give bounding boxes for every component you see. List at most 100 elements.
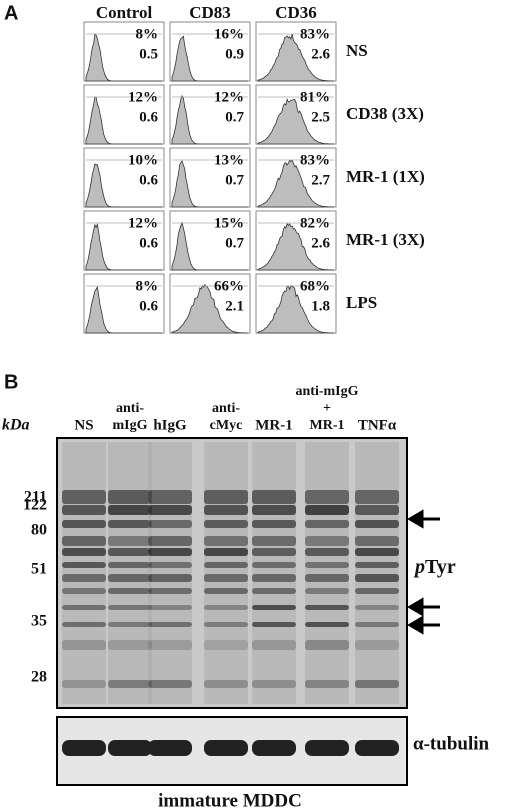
lane: [204, 442, 248, 704]
lane-label: MR-1: [255, 417, 293, 433]
percent-label: 12%: [128, 215, 158, 231]
percent-label: 16%: [214, 26, 244, 42]
tubulin-label: α-tubulin: [413, 733, 490, 754]
lane-label: NS: [74, 417, 93, 433]
band: [305, 680, 349, 688]
band: [108, 680, 152, 688]
value-label: 0.6: [139, 298, 158, 314]
column-header: Control: [96, 3, 153, 22]
band: [148, 640, 192, 650]
row-label: NS: [346, 41, 368, 60]
band: [62, 588, 106, 594]
band: [305, 605, 349, 610]
band: [204, 490, 248, 504]
value-label: 0.9: [225, 46, 244, 62]
arrows: [407, 509, 440, 635]
band: [204, 562, 248, 568]
value-label: 2.1: [225, 298, 244, 314]
column-header: CD36: [275, 3, 317, 22]
band: [62, 622, 106, 627]
band: [62, 605, 106, 610]
band: [305, 588, 349, 594]
band: [252, 505, 296, 515]
value-label: 0.6: [139, 109, 158, 125]
band: [252, 520, 296, 528]
band: [355, 680, 399, 688]
band: [62, 520, 106, 528]
lane: [252, 442, 296, 704]
band: [62, 574, 106, 582]
lane: [355, 442, 399, 704]
lane: [62, 442, 106, 704]
band: [204, 520, 248, 528]
band: [252, 548, 296, 556]
band: [252, 605, 296, 610]
row-label: LPS: [346, 293, 377, 312]
band: [204, 588, 248, 594]
band: [148, 680, 192, 688]
band: [305, 548, 349, 556]
value-label: 0.6: [139, 235, 158, 251]
value-label: 0.5: [139, 46, 158, 62]
tubulin-band: [108, 740, 152, 756]
band: [108, 622, 152, 627]
value-label: 2.6: [311, 46, 330, 62]
band: [148, 588, 192, 594]
band: [305, 520, 349, 528]
lane-label: MR-1: [310, 418, 345, 433]
band: [305, 640, 349, 650]
ptyr-tyr: Tyr: [425, 556, 456, 578]
band: [305, 490, 349, 504]
percent-label: 8%: [136, 26, 159, 42]
percent-label: 12%: [214, 89, 244, 105]
tubulin-band: [148, 740, 192, 756]
value-label: 0.7: [225, 172, 244, 188]
band: [355, 622, 399, 627]
band: [148, 605, 192, 610]
percent-label: 83%: [300, 26, 330, 42]
band: [355, 640, 399, 650]
band: [204, 605, 248, 610]
histogram: [85, 222, 162, 271]
band: [305, 536, 349, 546]
tubulin-band: [355, 740, 399, 756]
tubulin-band: [252, 740, 296, 756]
percent-label: 10%: [128, 152, 158, 168]
value-label: 2.7: [311, 172, 330, 188]
band: [252, 588, 296, 594]
band: [252, 640, 296, 650]
percent-label: 13%: [214, 152, 244, 168]
band: [355, 574, 399, 582]
band: [108, 490, 152, 504]
value-label: 1.8: [311, 298, 330, 314]
histogram: [85, 33, 162, 82]
band: [204, 536, 248, 546]
lane-label: hIgG: [153, 417, 187, 433]
unit-label: kDa: [2, 417, 30, 434]
histogram: [257, 222, 334, 271]
band: [355, 562, 399, 568]
value-label: 2.5: [311, 109, 330, 125]
band: [204, 640, 248, 650]
percent-label: 82%: [300, 215, 330, 231]
band: [62, 490, 106, 504]
tubulin-band: [305, 740, 349, 756]
percent-label: 15%: [214, 215, 244, 231]
band: [252, 490, 296, 504]
band: [252, 536, 296, 546]
band: [305, 562, 349, 568]
row-label: MR-1 (3X): [346, 230, 425, 249]
column-header: CD83: [189, 3, 231, 22]
row-label: CD38 (3X): [346, 104, 424, 123]
band: [204, 548, 248, 556]
band: [252, 680, 296, 688]
lane-label: TNFα: [358, 417, 397, 433]
ptyr-label: pTyr: [413, 556, 456, 578]
panel-label: A: [4, 2, 18, 24]
band: [204, 680, 248, 688]
lane-label: +: [323, 401, 331, 416]
band: [108, 520, 152, 528]
marker-label: 122: [23, 497, 47, 514]
band: [108, 536, 152, 546]
